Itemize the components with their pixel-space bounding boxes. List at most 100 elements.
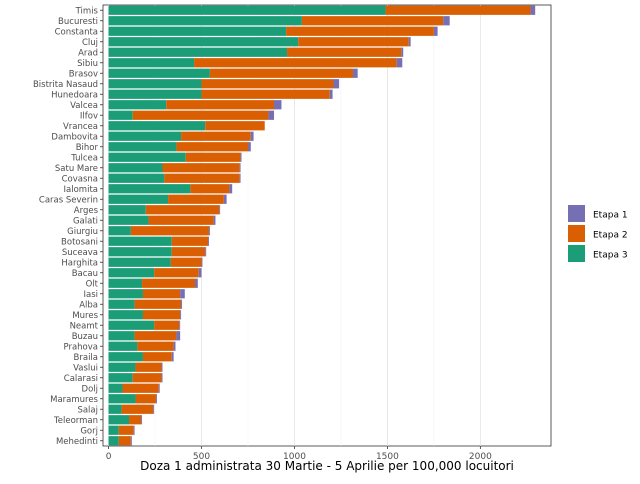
bar-etapa-3 <box>108 425 119 435</box>
y-tick-label: Olt <box>86 279 99 289</box>
bar-etapa-3 <box>108 310 143 320</box>
y-tick-label: Brasov <box>69 69 98 79</box>
bar-etapa-2 <box>142 310 181 320</box>
legend-label: Etapa 2 <box>593 231 628 241</box>
bar-etapa-3 <box>108 26 287 36</box>
y-tick-label: Arges <box>74 206 99 216</box>
bar-etapa-2 <box>201 79 334 89</box>
bar-etapa-1 <box>198 268 202 278</box>
bar-etapa-2 <box>176 142 248 152</box>
bar-etapa-1 <box>180 289 185 299</box>
bar-etapa-1 <box>205 247 207 257</box>
bar-etapa-3 <box>108 320 155 330</box>
bar-etapa-3 <box>108 268 155 278</box>
legend: Etapa 1 Etapa 2 Etapa 3 <box>568 205 628 262</box>
y-tick-label: Braila <box>74 353 98 363</box>
bar-etapa-3 <box>108 131 182 141</box>
bar-etapa-1 <box>223 194 227 204</box>
bar-etapa-3 <box>108 352 143 362</box>
bar-etapa-3 <box>108 436 119 446</box>
y-tick-label: Iasi <box>83 290 98 300</box>
bar-etapa-3 <box>108 257 171 267</box>
bar-etapa-3 <box>108 121 206 131</box>
y-tick-label: Gorj <box>80 426 98 436</box>
y-tick-label: Mehedinti <box>56 437 98 447</box>
bar-etapa-2 <box>171 236 209 246</box>
x-tick-label: 2000 <box>469 452 492 462</box>
bar-etapa-2 <box>181 131 251 141</box>
bar-etapa-2 <box>194 58 397 68</box>
bar-etapa-3 <box>108 173 165 183</box>
bar-etapa-1 <box>195 278 198 288</box>
y-tick-label: Tulcea <box>70 153 98 163</box>
bar-etapa-2 <box>134 331 177 341</box>
bar-etapa-1 <box>161 362 163 372</box>
bar-etapa-2 <box>168 194 224 204</box>
bar-etapa-1 <box>153 404 155 414</box>
bar-etapa-3 <box>108 58 195 68</box>
bar-etapa-1 <box>333 79 340 89</box>
bar-etapa-1 <box>239 163 241 173</box>
bar-etapa-1 <box>208 236 209 246</box>
bar-etapa-2 <box>118 436 131 446</box>
y-tick-label: Bacau <box>72 269 98 279</box>
y-tick-label: Ialomita <box>64 185 98 195</box>
bar-etapa-1 <box>396 58 403 68</box>
bar-etapa-2 <box>154 268 199 278</box>
bar-etapa-3 <box>108 163 163 173</box>
bar-etapa-3 <box>108 373 133 383</box>
y-tick-label: Dolj <box>82 384 98 394</box>
x-tick-label: 1000 <box>283 452 306 462</box>
bar-etapa-2 <box>118 425 134 435</box>
bar-etapa-1 <box>329 89 333 99</box>
bar-etapa-2 <box>142 352 172 362</box>
bar-etapa-3 <box>108 215 149 225</box>
y-tick-label: Harghita <box>61 258 98 268</box>
bar-etapa-3 <box>108 194 169 204</box>
bar-etapa-2 <box>201 89 330 99</box>
y-tick-label: Hunedoara <box>51 90 98 100</box>
bar-etapa-3 <box>108 184 191 194</box>
gridlines <box>108 5 481 446</box>
y-tick-label: Ilfov <box>80 111 98 121</box>
y-tick-label: Mures <box>72 311 98 321</box>
bar-etapa-3 <box>108 299 135 309</box>
bar-etapa-1 <box>353 68 358 78</box>
bar-etapa-1 <box>433 26 438 36</box>
bar-etapa-2 <box>298 37 409 47</box>
bar-etapa-2 <box>209 68 354 78</box>
bar-etapa-2 <box>286 26 434 36</box>
bar-etapa-2 <box>142 289 181 299</box>
y-tick-label: Timis <box>75 6 99 16</box>
x-tick-label: 500 <box>193 452 210 462</box>
y-tick-label: Bistrita Nasaud <box>33 80 98 90</box>
bar-etapa-2 <box>137 341 174 351</box>
bar-etapa-3 <box>108 226 131 236</box>
x-axis: 0 500 1000 1500 2000 <box>106 446 492 462</box>
bar-etapa-2 <box>129 415 142 425</box>
bar-etapa-1 <box>181 299 183 309</box>
bar-etapa-3 <box>108 236 172 246</box>
bar-etapa-3 <box>108 205 146 215</box>
bar-etapa-2 <box>122 383 159 393</box>
bar-etapa-2 <box>166 100 275 110</box>
bar-etapa-2 <box>130 226 209 236</box>
y-tick-label: Buzau <box>72 332 98 342</box>
y-tick-label: Constanta <box>55 27 98 37</box>
bar-etapa-1 <box>247 142 251 152</box>
bars-group <box>108 5 536 446</box>
bar-etapa-3 <box>108 16 302 26</box>
y-tick-label: Salaj <box>77 405 98 415</box>
bar-etapa-2 <box>164 173 240 183</box>
bar-etapa-2 <box>135 362 162 372</box>
bar-etapa-1 <box>443 16 450 26</box>
y-tick-label: Dambovita <box>51 132 98 142</box>
bar-etapa-1 <box>229 184 233 194</box>
legend-label: Etapa 1 <box>593 211 628 221</box>
x-axis-label: Doza 1 administrata 30 Martie - 5 Aprili… <box>140 459 514 473</box>
bar-etapa-1 <box>219 205 221 215</box>
y-tick-label: Arad <box>78 48 98 58</box>
bar-etapa-3 <box>108 362 136 372</box>
